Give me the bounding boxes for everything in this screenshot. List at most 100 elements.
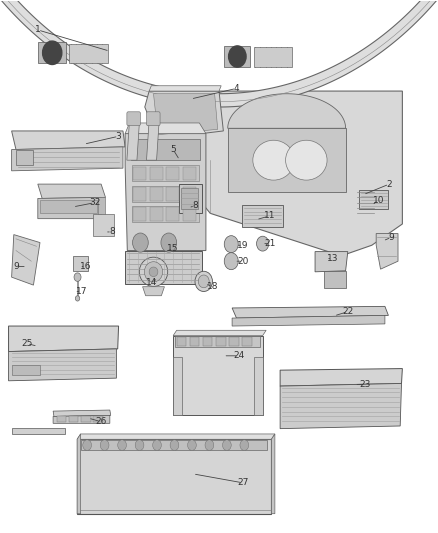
Bar xyxy=(242,337,252,346)
Bar xyxy=(254,357,263,415)
Circle shape xyxy=(205,440,214,450)
Bar xyxy=(69,44,108,63)
Polygon shape xyxy=(9,349,117,381)
Text: 17: 17 xyxy=(76,287,87,296)
Text: 15: 15 xyxy=(167,245,179,254)
Circle shape xyxy=(133,233,148,252)
Text: 3: 3 xyxy=(116,132,121,141)
Circle shape xyxy=(83,440,92,450)
Text: 24: 24 xyxy=(233,351,244,360)
Circle shape xyxy=(170,440,179,450)
Bar xyxy=(254,47,292,67)
Circle shape xyxy=(152,440,161,450)
Text: 9: 9 xyxy=(389,233,394,242)
Polygon shape xyxy=(12,427,65,434)
Ellipse shape xyxy=(145,262,162,282)
Circle shape xyxy=(240,440,249,450)
Ellipse shape xyxy=(139,257,168,286)
Text: 10: 10 xyxy=(373,196,384,205)
Circle shape xyxy=(187,440,196,450)
Circle shape xyxy=(161,233,177,252)
Text: 19: 19 xyxy=(237,241,249,250)
Bar xyxy=(133,167,146,180)
Text: 22: 22 xyxy=(342,307,353,316)
Circle shape xyxy=(74,273,81,281)
Bar xyxy=(150,167,162,180)
Polygon shape xyxy=(77,439,272,514)
Circle shape xyxy=(42,41,62,64)
Bar xyxy=(359,190,389,209)
Polygon shape xyxy=(228,94,346,128)
Polygon shape xyxy=(125,123,206,134)
Polygon shape xyxy=(280,368,403,386)
Bar xyxy=(166,207,179,221)
Polygon shape xyxy=(77,434,275,439)
Polygon shape xyxy=(145,91,223,139)
Polygon shape xyxy=(38,197,101,219)
Bar xyxy=(166,187,179,200)
Bar xyxy=(203,337,212,346)
Circle shape xyxy=(224,236,238,253)
Bar xyxy=(242,205,283,227)
Polygon shape xyxy=(53,410,111,416)
Bar xyxy=(16,150,33,165)
Polygon shape xyxy=(173,330,266,336)
Bar xyxy=(57,416,66,422)
Ellipse shape xyxy=(286,140,327,180)
Text: 20: 20 xyxy=(237,257,249,265)
Bar xyxy=(132,206,199,222)
Polygon shape xyxy=(173,336,263,415)
Bar xyxy=(166,167,179,180)
Bar xyxy=(69,416,78,422)
Bar xyxy=(229,337,239,346)
Text: 5: 5 xyxy=(170,145,176,154)
Bar xyxy=(73,256,88,271)
Polygon shape xyxy=(125,251,201,284)
Polygon shape xyxy=(149,86,221,91)
Text: 4: 4 xyxy=(233,84,239,93)
Bar xyxy=(181,188,198,209)
Text: 21: 21 xyxy=(265,239,276,248)
Bar xyxy=(175,336,261,348)
Circle shape xyxy=(135,440,144,450)
Circle shape xyxy=(118,440,127,450)
Polygon shape xyxy=(153,94,218,135)
Bar xyxy=(81,416,91,422)
Polygon shape xyxy=(280,383,402,429)
Bar xyxy=(173,357,182,415)
Text: 2: 2 xyxy=(386,180,392,189)
Text: 23: 23 xyxy=(360,380,371,389)
Bar xyxy=(93,214,114,236)
Text: 26: 26 xyxy=(95,417,107,426)
Text: 32: 32 xyxy=(89,198,100,207)
Bar xyxy=(183,187,196,200)
Bar xyxy=(190,337,199,346)
Text: 11: 11 xyxy=(264,212,275,221)
Circle shape xyxy=(257,236,269,251)
Circle shape xyxy=(100,440,109,450)
Bar xyxy=(133,207,146,221)
Text: 1: 1 xyxy=(35,26,41,35)
Polygon shape xyxy=(143,287,164,296)
Polygon shape xyxy=(12,131,125,150)
Circle shape xyxy=(75,296,80,301)
Polygon shape xyxy=(153,91,403,256)
Ellipse shape xyxy=(149,267,158,277)
Bar xyxy=(132,185,199,201)
Polygon shape xyxy=(147,120,159,160)
Polygon shape xyxy=(0,0,438,107)
Polygon shape xyxy=(12,235,40,285)
Bar xyxy=(12,365,40,375)
Polygon shape xyxy=(232,316,385,326)
Text: 8: 8 xyxy=(109,228,115,237)
FancyBboxPatch shape xyxy=(147,112,160,126)
Polygon shape xyxy=(12,147,123,171)
Bar xyxy=(150,207,162,221)
Text: 27: 27 xyxy=(237,478,249,487)
Text: 9: 9 xyxy=(13,262,19,271)
Bar xyxy=(179,184,201,213)
Text: 14: 14 xyxy=(146,278,157,287)
Polygon shape xyxy=(125,134,206,251)
Bar xyxy=(216,337,226,346)
Bar xyxy=(93,416,103,422)
